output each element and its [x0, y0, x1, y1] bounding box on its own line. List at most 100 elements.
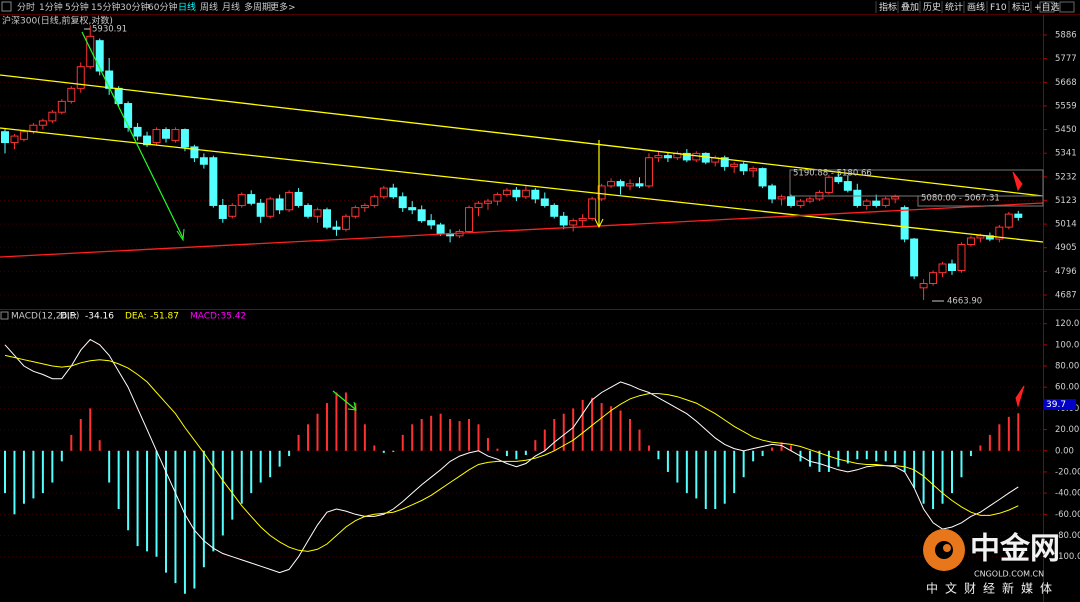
toolbar-button[interactable]: +自选	[1034, 1, 1060, 13]
toolbar-button[interactable]: 标记	[1012, 1, 1030, 13]
candle-body	[948, 263, 956, 271]
candle-body	[929, 272, 938, 285]
tab[interactable]: 更多>	[270, 1, 296, 13]
candle-body	[161, 129, 170, 139]
red-arrow	[1012, 171, 1023, 192]
candle-body	[1, 131, 9, 144]
candle-body	[768, 185, 777, 200]
candle-body	[105, 70, 114, 89]
toolbar-button[interactable]: 统计	[945, 1, 963, 13]
candle-body	[578, 217, 587, 222]
candle-body	[10, 135, 19, 144]
y-tick-label: 80.00	[1055, 362, 1079, 372]
candle-body	[531, 189, 540, 200]
macd-legend: MACD(12,26,9) DIF: -34.16 DEA: -51.87 MACD: 3…	[0, 311, 246, 322]
y-tick-label: 4796	[1055, 267, 1077, 277]
candle-body	[521, 189, 530, 198]
candle-body	[38, 120, 47, 126]
candle-body	[199, 157, 208, 165]
candle-body	[143, 135, 152, 146]
candle-body	[218, 204, 227, 219]
candle-body	[322, 209, 331, 228]
candle-body	[483, 200, 492, 204]
candle-body	[777, 196, 786, 200]
candle-body	[540, 198, 549, 206]
candle-body	[493, 194, 502, 202]
candle-body	[966, 237, 975, 245]
candle-body	[152, 129, 161, 144]
toolbar-button[interactable]: 叠加	[901, 2, 919, 13]
candle-body	[474, 202, 483, 209]
trend-arrow	[332, 390, 356, 410]
candle-body	[436, 224, 445, 235]
candle-body	[237, 194, 246, 206]
candle-body	[57, 100, 66, 113]
tab[interactable]: 月线	[222, 1, 240, 13]
candle-body	[294, 191, 303, 206]
y-tick-label: 0.00	[1055, 446, 1074, 456]
candle-body	[379, 187, 388, 198]
range-label: 5190.88 - 5180.66	[793, 169, 872, 179]
y-tick-label: 100.00	[1055, 340, 1080, 350]
watermark: 中金网 CNGOLD.COM.CN 中文财经新媒体	[923, 529, 1060, 596]
candle-body	[626, 183, 635, 187]
trend-arrow	[81, 31, 184, 239]
y-tick-label: 5559	[1055, 101, 1077, 111]
candle-body	[266, 198, 275, 217]
candle-body	[938, 263, 947, 274]
tab[interactable]: 周线	[200, 1, 218, 13]
drawings: 5930.91 5190.88 - 5180.66 5080.00 - 5067…	[0, 25, 1044, 411]
candle-body	[389, 187, 398, 198]
toolbar-button[interactable]: F10	[990, 3, 1007, 13]
candle-body	[787, 196, 796, 206]
candle-body	[635, 183, 644, 187]
range-label: 5080.00 - 5067.31	[921, 194, 1000, 204]
back-icon[interactable]	[1039, 1, 1055, 13]
candle-body	[351, 207, 360, 217]
y-tick-label: 5014	[1055, 220, 1077, 230]
toolbar-button[interactable]: 历史	[923, 1, 941, 13]
candle-body	[644, 157, 653, 187]
tab[interactable]: 日线	[178, 1, 196, 13]
layout-icon[interactable]	[1059, 1, 1075, 13]
tab[interactable]: 15分钟	[91, 1, 120, 13]
candle-body	[398, 196, 407, 209]
arrow-head	[347, 401, 357, 411]
candle-body	[228, 204, 237, 217]
candle-body	[910, 238, 919, 277]
candle-body	[48, 111, 57, 122]
candle-body	[559, 215, 568, 226]
tab[interactable]: 分时	[17, 1, 35, 13]
candle-body	[370, 196, 379, 206]
candle-body	[654, 155, 663, 159]
candle-body	[67, 87, 76, 102]
brand: 中金网	[970, 532, 1060, 567]
tab[interactable]: 30分钟	[120, 1, 149, 13]
candle-body	[616, 181, 625, 187]
toolbar-button[interactable]: 指标	[879, 1, 897, 13]
candle-body	[465, 207, 474, 232]
y-tick-label: 4687	[1055, 290, 1077, 300]
tab[interactable]: 多周期	[244, 1, 271, 13]
y-tick-label: -100.00	[1055, 552, 1080, 562]
candle-body	[124, 103, 133, 128]
tab[interactable]: 60分钟	[148, 1, 177, 13]
candle-body	[408, 207, 417, 211]
slogan: 中文财经新媒体	[926, 581, 1059, 596]
candle-body	[843, 181, 852, 191]
legend-icon[interactable]	[0, 311, 9, 320]
indicator-title: MACD(12,26,9)	[11, 312, 79, 322]
candle-body	[171, 129, 180, 141]
candle-body	[957, 243, 966, 271]
high-label: 5930.91	[92, 25, 127, 35]
y-tick-label: 20.00	[1055, 425, 1079, 435]
y-tick-label: 4905	[1055, 243, 1077, 253]
candle-body	[76, 66, 85, 89]
menu-icon[interactable]	[1, 1, 12, 12]
candle-body	[749, 168, 758, 172]
tab[interactable]: 5分钟	[65, 1, 89, 13]
candle-body	[597, 185, 606, 200]
toolbar-button[interactable]: 画线	[967, 1, 985, 13]
tab[interactable]: 1分钟	[39, 1, 63, 13]
